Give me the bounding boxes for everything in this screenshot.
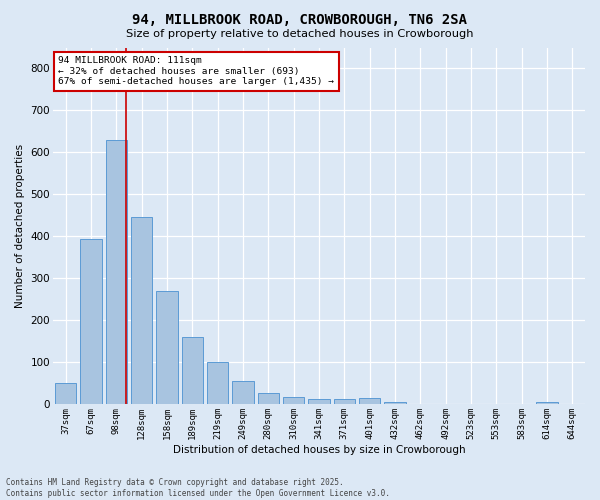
- Bar: [182, 337, 203, 404]
- Bar: [308, 398, 330, 404]
- Text: 94, MILLBROOK ROAD, CROWBOROUGH, TN6 2SA: 94, MILLBROOK ROAD, CROWBOROUGH, TN6 2SA: [133, 12, 467, 26]
- Text: 94 MILLBROOK ROAD: 111sqm
← 32% of detached houses are smaller (693)
67% of semi: 94 MILLBROOK ROAD: 111sqm ← 32% of detac…: [58, 56, 334, 86]
- Bar: [536, 402, 558, 404]
- Bar: [257, 392, 279, 404]
- Bar: [207, 362, 229, 405]
- Bar: [283, 397, 304, 404]
- Bar: [55, 384, 76, 404]
- Text: Size of property relative to detached houses in Crowborough: Size of property relative to detached ho…: [126, 29, 474, 39]
- Text: Contains HM Land Registry data © Crown copyright and database right 2025.
Contai: Contains HM Land Registry data © Crown c…: [6, 478, 390, 498]
- Bar: [80, 240, 102, 404]
- Bar: [359, 398, 380, 404]
- Bar: [232, 382, 254, 404]
- X-axis label: Distribution of detached houses by size in Crowborough: Distribution of detached houses by size …: [173, 445, 465, 455]
- Bar: [106, 140, 127, 404]
- Bar: [131, 216, 152, 404]
- Bar: [384, 402, 406, 404]
- Bar: [156, 291, 178, 405]
- Y-axis label: Number of detached properties: Number of detached properties: [15, 144, 25, 308]
- Bar: [334, 400, 355, 404]
